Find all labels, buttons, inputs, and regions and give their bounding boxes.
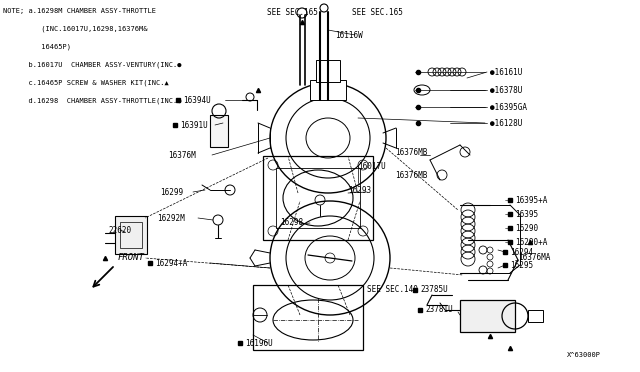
Text: SEE SEC.140: SEE SEC.140: [367, 285, 418, 295]
Text: 16376MB: 16376MB: [395, 170, 428, 180]
Text: ●16161U: ●16161U: [490, 67, 522, 77]
Text: 23785U: 23785U: [420, 285, 448, 295]
Text: 16294: 16294: [510, 247, 533, 257]
Bar: [276, 168, 360, 228]
Text: c.16465P SCREW & WASHER KIT(INC.▲: c.16465P SCREW & WASHER KIT(INC.▲: [3, 80, 169, 86]
Text: ●16378U: ●16378U: [490, 86, 522, 94]
Text: 16298: 16298: [280, 218, 303, 227]
Text: 16395: 16395: [515, 209, 538, 218]
Text: 16376M: 16376M: [168, 151, 196, 160]
Text: 16394U: 16394U: [183, 96, 211, 105]
Text: 16299: 16299: [160, 187, 183, 196]
Text: X^63000P: X^63000P: [567, 352, 601, 358]
Text: 16376MB: 16376MB: [395, 148, 428, 157]
Bar: [528, 310, 543, 322]
Text: ●16128U: ●16128U: [490, 119, 522, 128]
Text: 16196U: 16196U: [245, 339, 273, 347]
Text: NOTE; a.16298M CHAMBER ASSY-THROTTLE: NOTE; a.16298M CHAMBER ASSY-THROTTLE: [3, 8, 156, 14]
Bar: [115, 216, 147, 254]
Text: SEE SEC.165: SEE SEC.165: [352, 7, 403, 16]
Bar: [120, 222, 142, 248]
Text: 16292M: 16292M: [157, 214, 185, 222]
Bar: [310, 80, 346, 100]
Text: 16395+A: 16395+A: [515, 196, 547, 205]
Bar: [210, 115, 228, 147]
Text: 16295: 16295: [510, 260, 533, 269]
Text: 16290: 16290: [515, 224, 538, 232]
Bar: [460, 300, 515, 332]
Text: (INC.16017U,16298,16376M&: (INC.16017U,16298,16376M&: [3, 26, 147, 32]
Bar: [253, 285, 363, 350]
Text: ●16395GA: ●16395GA: [490, 103, 527, 112]
Text: d.16298  CHAMBER ASSY-THROTTLE(INC.●: d.16298 CHAMBER ASSY-THROTTLE(INC.●: [3, 97, 182, 104]
Text: 16465P): 16465P): [3, 44, 71, 50]
Text: 16376MA: 16376MA: [518, 253, 550, 263]
Text: 16017U: 16017U: [358, 161, 386, 170]
Text: 16116W: 16116W: [335, 31, 363, 39]
Bar: [263, 156, 373, 240]
Text: 16290+A: 16290+A: [515, 237, 547, 247]
Text: 23781U: 23781U: [425, 305, 452, 314]
Bar: [316, 60, 340, 82]
Text: 22620: 22620: [108, 225, 131, 234]
Text: 16391U: 16391U: [180, 121, 208, 129]
Text: FRONT: FRONT: [118, 253, 145, 263]
Text: SEE SEC.165-: SEE SEC.165-: [267, 7, 323, 16]
Text: 16294+A: 16294+A: [155, 259, 188, 267]
Text: b.16017U  CHAMBER ASSY-VENTURY(INC.●: b.16017U CHAMBER ASSY-VENTURY(INC.●: [3, 62, 182, 68]
Text: 16293: 16293: [348, 186, 371, 195]
